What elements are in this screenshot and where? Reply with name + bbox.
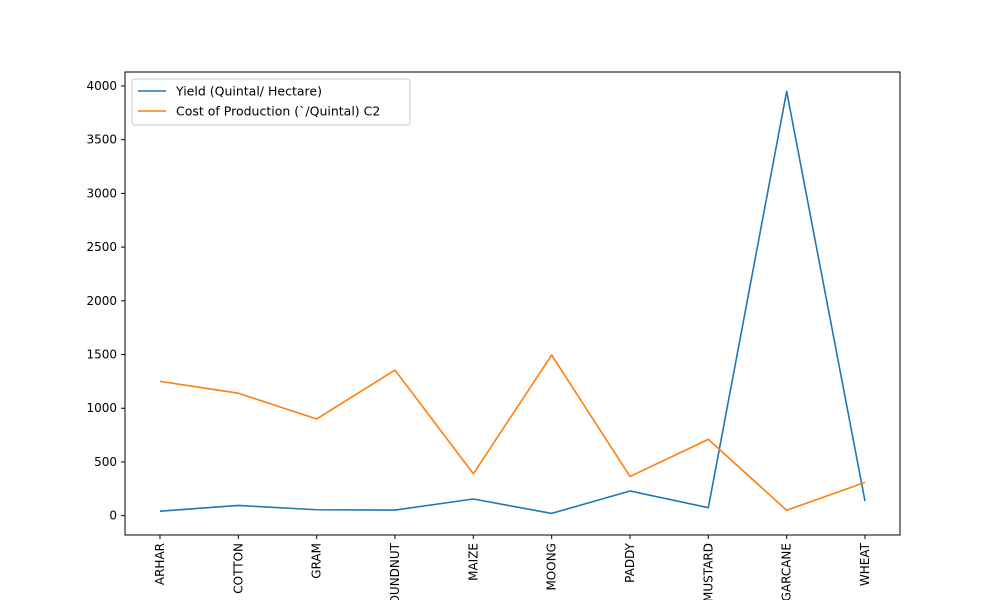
x-tick-label: MAIZE — [466, 543, 480, 581]
y-tick-label: 1500 — [86, 348, 117, 362]
plot-frame — [124, 71, 901, 536]
y-axis: 0 500 1000 1500 2000 2500 3000 3500 4000 — [86, 79, 125, 523]
x-tick-label: COTTON — [231, 543, 245, 594]
y-tick-label: 0 — [109, 509, 117, 523]
y-tick-label: 2500 — [86, 240, 117, 254]
y-tick-label: 3000 — [86, 186, 117, 200]
y-tick-label: 1000 — [86, 401, 117, 415]
x-tick-label: MOONG — [545, 543, 559, 591]
y-tick-label: 500 — [94, 455, 117, 469]
x-tick-label: WHEAT — [858, 542, 872, 586]
x-tick-label: SUGARCANE — [780, 543, 794, 600]
legend-box — [131, 78, 411, 126]
x-tick-label: GRAM — [310, 543, 324, 579]
y-tick-label: 4000 — [86, 79, 117, 93]
x-axis: ARHAR COTTON GRAM GROUNDNUT MAIZE MOONG PADDY M… — [153, 535, 872, 600]
legend-entry: Yield (Quintal/ Hectare) — [175, 84, 322, 99]
x-tick-label: PADDY — [623, 542, 637, 583]
y-tick-label: 3500 — [86, 133, 117, 147]
series-line-2 — [159, 354, 866, 512]
series-line-1 — [159, 90, 866, 515]
y-tick-label: 2000 — [86, 294, 117, 308]
x-tick-label: ARHAR — [153, 543, 167, 585]
series-layer — [159, 90, 866, 515]
x-tick-label: MUSTARD — [701, 543, 715, 600]
legend: Yield (Quintal/ Hectare) Cost of Producti… — [131, 78, 411, 126]
x-tick-label: GROUNDNUT — [388, 542, 402, 600]
legend-entry: Cost of Production (`/Quintal) C2 — [176, 104, 380, 119]
